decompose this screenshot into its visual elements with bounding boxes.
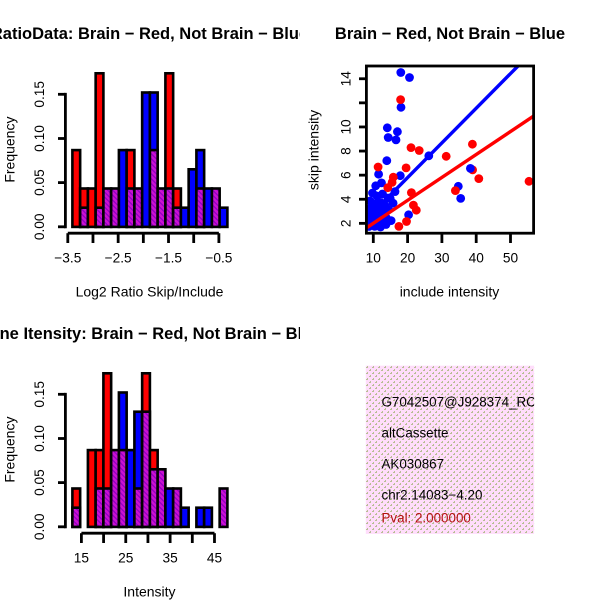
svg-text:AK030867: AK030867 [382, 457, 445, 472]
svg-text:Log2 Ratio Skip/Include: Log2 Ratio Skip/Include [76, 284, 224, 300]
svg-text:10: 10 [339, 119, 354, 135]
svg-text:Pval: 2.000000: Pval: 2.000000 [382, 511, 471, 526]
svg-text:0.00: 0.00 [32, 213, 47, 240]
svg-text:35: 35 [163, 550, 179, 565]
svg-text:−2.5: −2.5 [105, 250, 132, 265]
svg-text:8: 8 [339, 147, 354, 155]
svg-text:0.15: 0.15 [32, 381, 47, 408]
svg-text:0.05: 0.05 [32, 169, 47, 196]
svg-text:G7042507@J928374_RC25K: G7042507@J928374_RC25K [382, 394, 560, 409]
svg-text:20: 20 [400, 250, 416, 265]
svg-text:RatioData: Brain − Red, Not Br: RatioData: Brain − Red, Not Brain − Blue [0, 25, 308, 43]
svg-text:−1.5: −1.5 [155, 250, 182, 265]
svg-text:−3.5: −3.5 [54, 250, 81, 265]
svg-text:45: 45 [207, 550, 223, 565]
svg-text:0.10: 0.10 [32, 125, 47, 152]
svg-text:Intensity: Intensity [123, 584, 175, 600]
svg-text:altCassette: altCassette [382, 426, 449, 441]
svg-text:25: 25 [118, 550, 134, 565]
svg-text:10: 10 [366, 250, 382, 265]
svg-text:40: 40 [469, 250, 485, 265]
svg-text:chr2.14083−4.20: chr2.14083−4.20 [382, 487, 483, 502]
svg-text:Gene Itensity: Brain − Red, No: Gene Itensity: Brain − Red, Not Brain − … [0, 325, 321, 343]
svg-text:50: 50 [503, 250, 519, 265]
svg-text:6: 6 [339, 171, 354, 179]
svg-text:include intensity: include intensity [400, 284, 500, 300]
svg-text:0.05: 0.05 [32, 469, 47, 496]
svg-text:−0.5: −0.5 [205, 250, 232, 265]
svg-text:0.00: 0.00 [32, 513, 47, 540]
svg-text:Frequency: Frequency [2, 417, 18, 483]
svg-text:15: 15 [74, 550, 90, 565]
svg-text:skip intensity: skip intensity [305, 110, 321, 190]
svg-text:4: 4 [339, 195, 354, 203]
svg-text:0.15: 0.15 [32, 81, 47, 108]
svg-text:Brain − Red, Not Brain − Blue: Brain − Red, Not Brain − Blue [335, 25, 565, 43]
svg-text:0.10: 0.10 [32, 425, 47, 452]
svg-text:Frequency: Frequency [2, 117, 18, 183]
svg-text:2: 2 [339, 220, 354, 228]
svg-text:30: 30 [434, 250, 450, 265]
svg-text:14: 14 [339, 71, 354, 87]
